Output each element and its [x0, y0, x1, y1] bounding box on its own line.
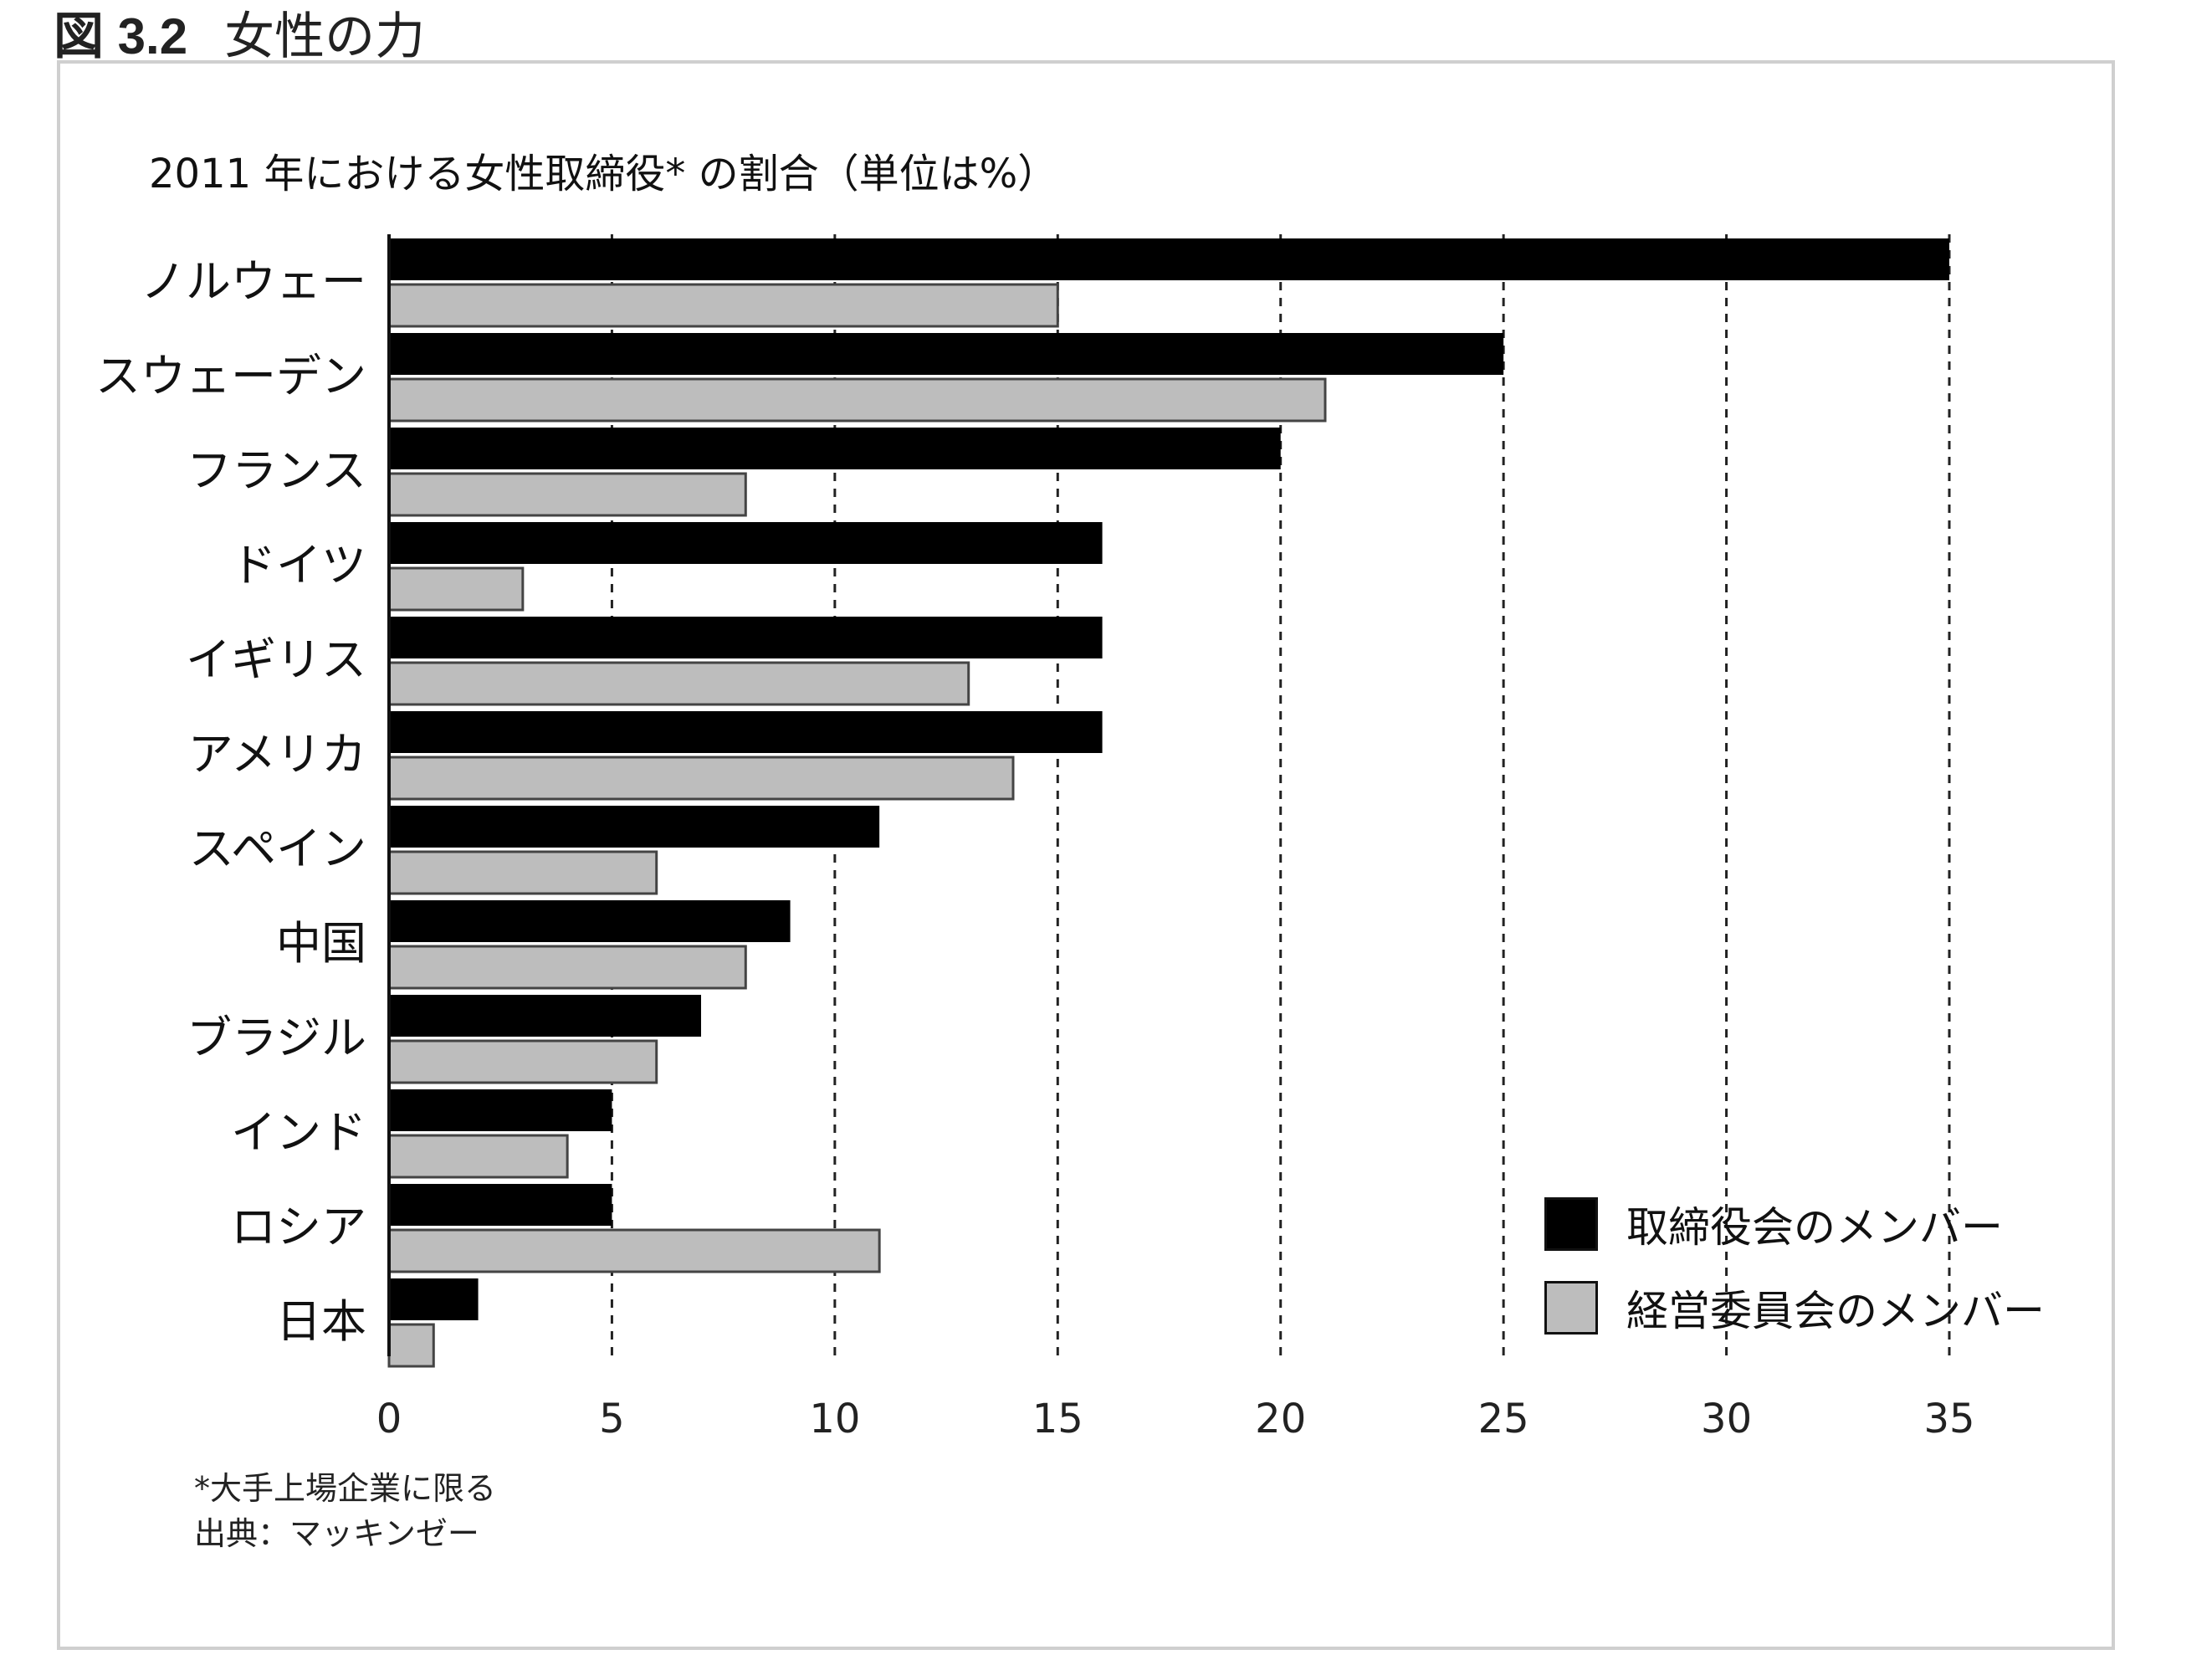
bar-executive	[387, 945, 747, 990]
category-label: 中国	[276, 917, 366, 970]
category-label: ロシア	[231, 1201, 366, 1253]
bar-executive	[387, 472, 747, 517]
x-tick-label: 15	[1032, 1396, 1083, 1442]
chart-frame	[57, 60, 2115, 1650]
x-tick-label: 20	[1255, 1396, 1306, 1442]
chart-title: 2011 年における女性取締役* の割合（単位は%）	[149, 151, 1058, 197]
bar-board	[389, 238, 1949, 280]
category-label: フランス	[187, 444, 366, 497]
x-tick-label: 5	[599, 1396, 625, 1442]
x-tick-label: 10	[809, 1396, 860, 1442]
bar-board	[389, 428, 1281, 469]
bar-executive	[387, 283, 1059, 328]
x-tick-label: 35	[1923, 1396, 1974, 1442]
category-label: インド	[231, 1106, 366, 1159]
category-label: ノルウェー	[141, 255, 366, 308]
bar-board	[389, 1184, 612, 1226]
footnote: *大手上場企業に限る 出典：マッキンゼー	[194, 1466, 496, 1556]
bar-executive	[387, 756, 1015, 801]
bars	[387, 238, 1949, 1368]
bar-executive	[387, 1134, 569, 1179]
bar-board	[389, 1089, 612, 1131]
x-tick-label: 25	[1478, 1396, 1529, 1442]
bar-board	[389, 995, 701, 1037]
bar-executive	[387, 566, 525, 612]
figure-title: 図 3.2 女性の力	[54, 7, 425, 67]
figure-name: 女性の力	[224, 8, 426, 66]
category-label: イギリス	[186, 633, 366, 686]
category-label: ドイツ	[231, 539, 366, 592]
x-tick-label: 30	[1701, 1396, 1752, 1442]
legend-label-board: 取締役会のメンバー	[1626, 1203, 2003, 1252]
category-label: スペイン	[189, 822, 366, 875]
x-tick-label: 0	[376, 1396, 402, 1442]
bar-executive	[387, 377, 1327, 423]
legend-swatch-executive	[1544, 1281, 1598, 1335]
bar-board	[389, 900, 791, 942]
bar-executive	[387, 850, 658, 895]
category-label: ブラジル	[187, 1012, 366, 1064]
footnote-source: 出典：マッキンゼー	[194, 1515, 479, 1552]
bar-board	[389, 333, 1504, 375]
legend-label-executive: 経営委員会のメンバー	[1626, 1287, 2045, 1335]
bar-executive	[387, 1039, 658, 1084]
bar-board	[389, 711, 1103, 753]
legend-item-board: 取締役会のメンバー	[1544, 1193, 2003, 1255]
bar-executive	[387, 1228, 881, 1273]
bar-executive	[387, 661, 970, 706]
bar-executive	[387, 1323, 435, 1368]
category-label: アメリカ	[188, 728, 366, 781]
category-label: スウェーデン	[95, 350, 366, 402]
footnote-note: *大手上場企業に限る	[194, 1470, 497, 1507]
legend-swatch-board	[1544, 1197, 1598, 1251]
labels: 0 5 10 15 20 25 30 35 ノルウェースウェーデンフランスドイツイギリスアメリカ…	[95, 255, 1975, 1442]
figure-number: 図 3.2	[54, 8, 188, 64]
legend-item-executive: 経営委員会のメンバー	[1544, 1277, 2045, 1339]
bar-board	[389, 806, 880, 848]
bar-board	[389, 1278, 479, 1320]
bar-board	[389, 522, 1103, 564]
category-label: 日本	[276, 1295, 366, 1348]
bar-board	[389, 617, 1103, 658]
